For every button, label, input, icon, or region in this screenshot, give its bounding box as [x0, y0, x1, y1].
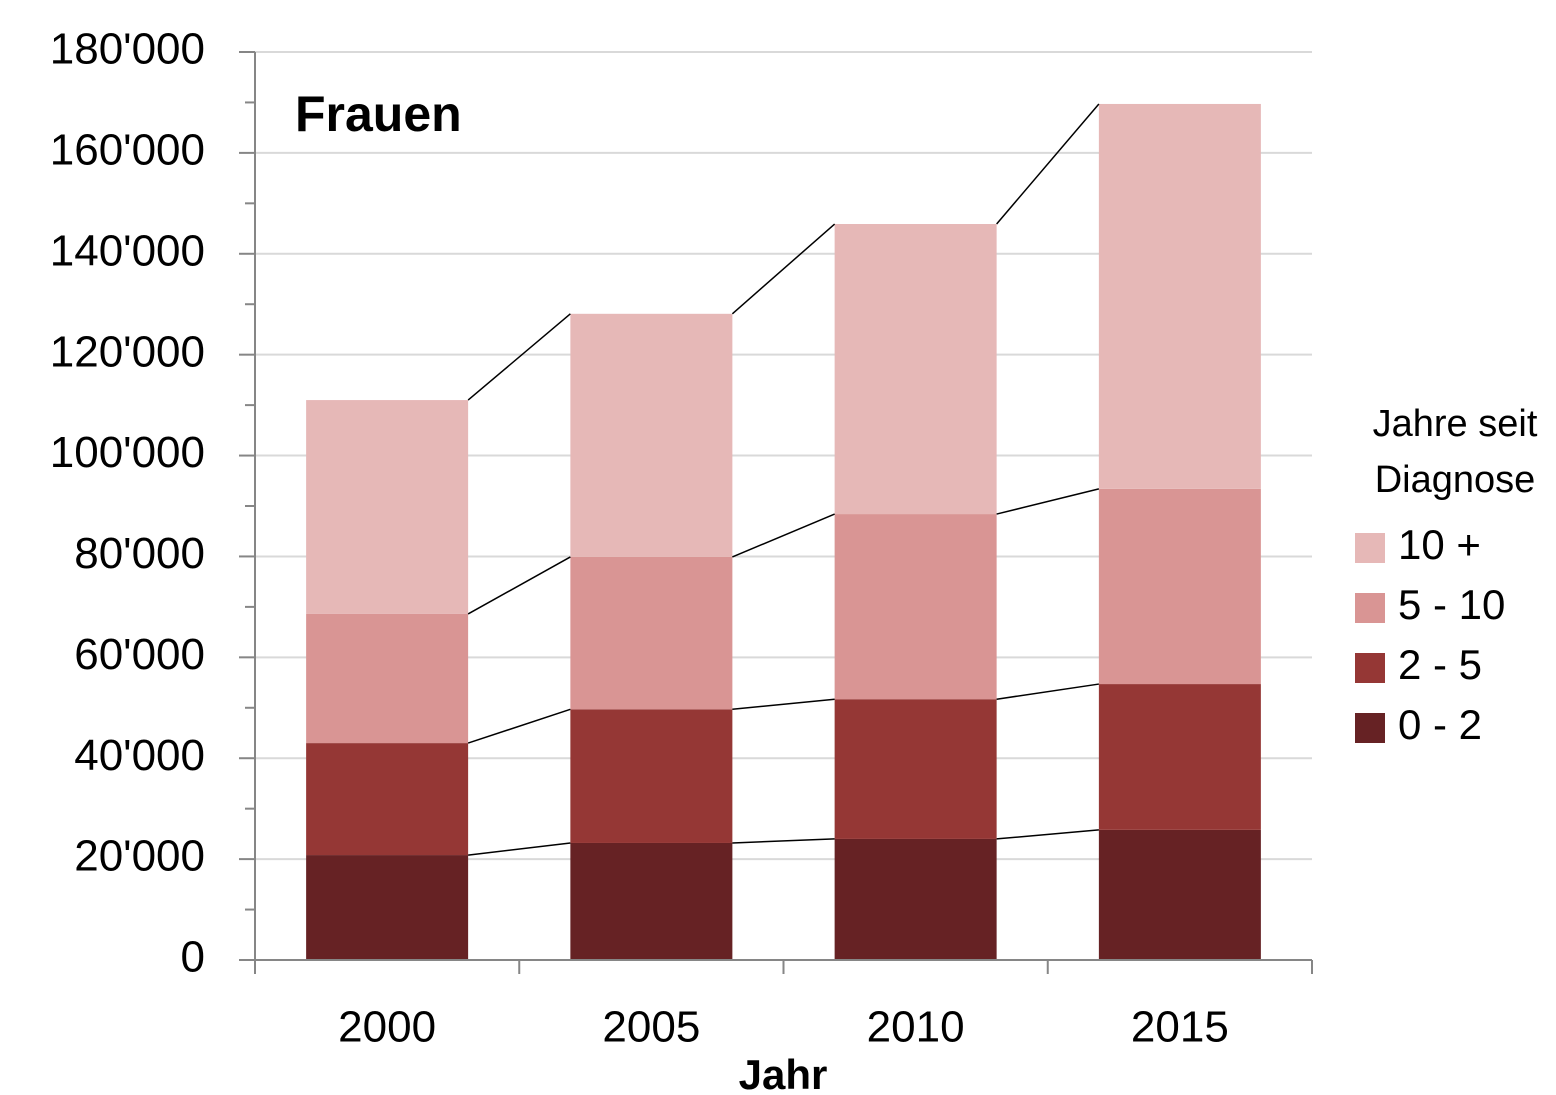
- y-tick-label: 140'000: [50, 226, 205, 275]
- x-tick-label: 2005: [602, 1003, 700, 1052]
- y-tick-label: 0: [181, 933, 205, 982]
- series-line: [996, 103, 1100, 225]
- bar-segment: [1098, 488, 1261, 685]
- series-line: [732, 698, 835, 711]
- series-line: [467, 708, 571, 744]
- legend-label: 5 - 10: [1398, 581, 1505, 628]
- y-tick-label: 160'000: [50, 126, 205, 175]
- x-axis-label: Jahr: [739, 1051, 828, 1095]
- series-line: [467, 556, 571, 615]
- bar-segment: [1098, 829, 1261, 960]
- legend-label: 0 - 2: [1398, 701, 1482, 748]
- y-tick-label: 40'000: [74, 731, 205, 780]
- series-line: [996, 488, 1100, 515]
- bar-segment: [306, 613, 469, 744]
- x-tick-label: 2015: [1131, 1003, 1229, 1052]
- y-tick-label: 20'000: [74, 832, 205, 881]
- x-tick-label: 2010: [867, 1003, 965, 1052]
- bar-segment: [570, 556, 733, 710]
- bar-segment: [570, 313, 733, 557]
- bar-segment: [1098, 103, 1261, 489]
- series-line: [732, 838, 835, 844]
- series-line: [732, 513, 835, 558]
- bar-segment: [570, 842, 733, 960]
- legend-title: Jahre seit: [1373, 403, 1538, 445]
- legend-swatch: [1355, 653, 1385, 683]
- y-tick-label: 180'000: [50, 25, 205, 74]
- bar-segment: [834, 838, 997, 960]
- y-tick-label: 120'000: [50, 327, 205, 376]
- legend-swatch: [1355, 533, 1385, 563]
- bar-segment: [306, 855, 469, 960]
- legend-title: Diagnose: [1375, 459, 1536, 501]
- legend-label: 10 +: [1398, 521, 1481, 568]
- series-line: [996, 829, 1099, 840]
- series-line: [996, 683, 1099, 700]
- series-line: [467, 313, 571, 401]
- series-line: [731, 223, 836, 315]
- y-tick-label: 80'000: [74, 529, 205, 578]
- y-tick-label: 100'000: [50, 428, 205, 477]
- bar-segment: [306, 743, 469, 856]
- chart-title: Frauen: [295, 86, 462, 142]
- bar-segment: [570, 709, 733, 843]
- legend-swatch: [1355, 713, 1385, 743]
- legend-swatch: [1355, 593, 1385, 623]
- bar-segment: [306, 400, 469, 614]
- bar-segment: [834, 699, 997, 839]
- bar-segment: [834, 224, 997, 515]
- series-line: [468, 842, 571, 856]
- bar-segment: [834, 514, 997, 700]
- y-tick-label: 60'000: [74, 630, 205, 679]
- legend-label: 2 - 5: [1398, 641, 1482, 688]
- bar-segment: [1098, 684, 1261, 830]
- x-tick-label: 2000: [338, 1003, 436, 1052]
